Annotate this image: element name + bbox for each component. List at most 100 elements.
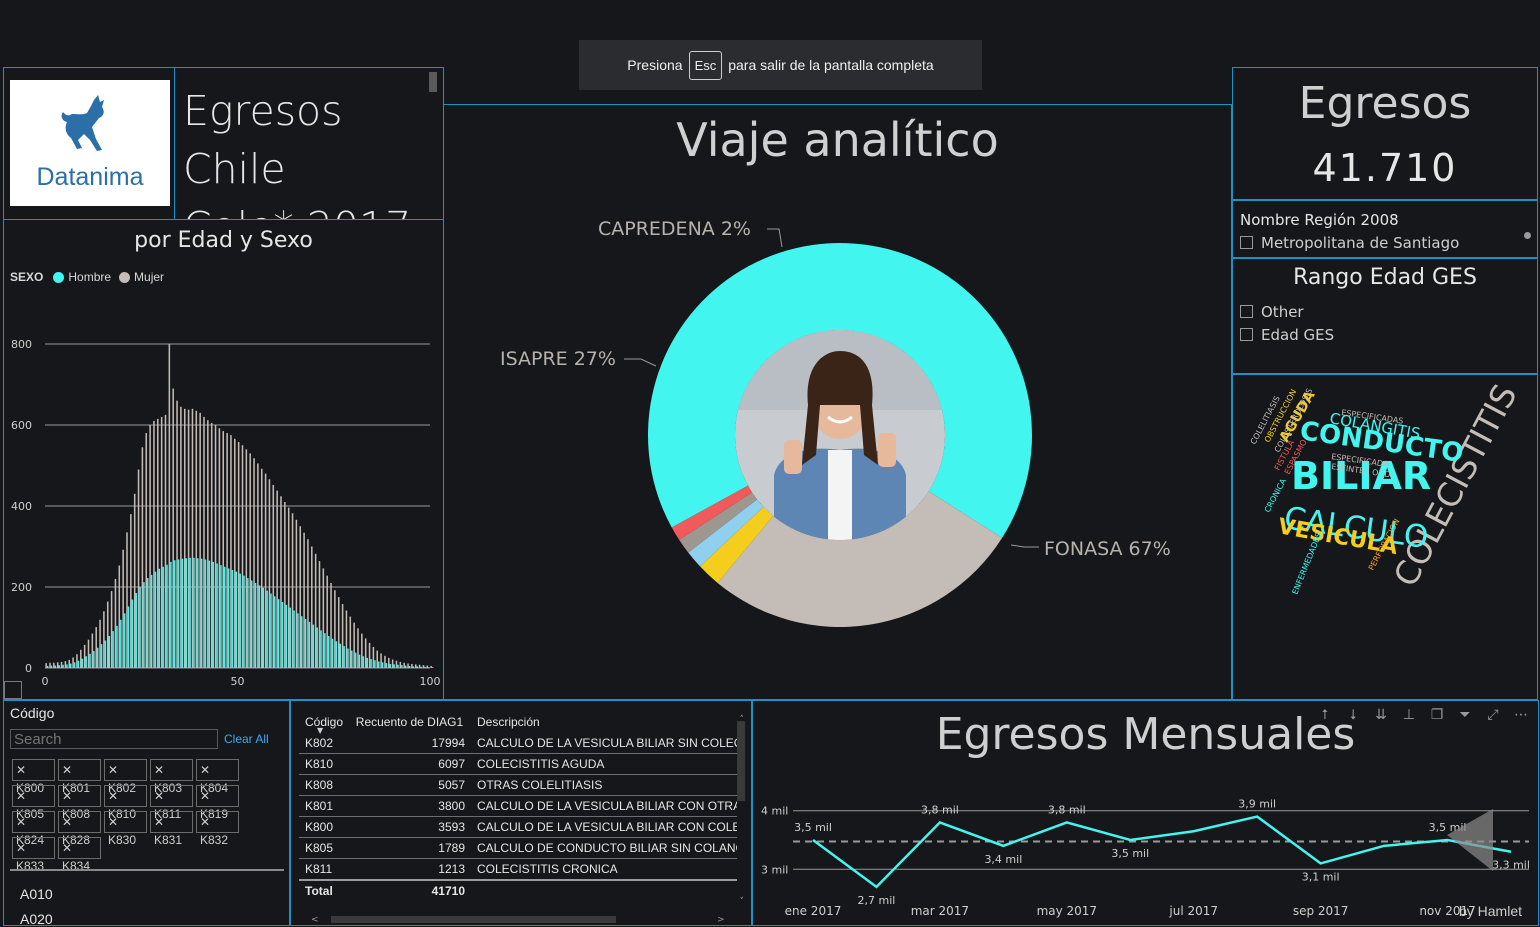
series-line[interactable] bbox=[812, 815, 1512, 889]
bar-mujer[interactable] bbox=[334, 590, 336, 668]
bar-hombre[interactable] bbox=[239, 573, 241, 668]
filter-chip[interactable]: ✕ K802 bbox=[104, 759, 147, 795]
bar-mujer[interactable] bbox=[180, 406, 182, 668]
bar-mujer[interactable] bbox=[103, 611, 105, 668]
bar-mujer[interactable] bbox=[241, 445, 244, 668]
bar-hombre[interactable] bbox=[401, 665, 403, 668]
bar-mujer[interactable] bbox=[45, 663, 47, 668]
bar-hombre[interactable] bbox=[104, 640, 107, 668]
bar-hombre[interactable] bbox=[100, 644, 103, 668]
bar-hombre[interactable] bbox=[428, 667, 430, 668]
bar-mujer[interactable] bbox=[272, 484, 275, 668]
bar-hombre[interactable] bbox=[181, 558, 184, 668]
bar-hombre[interactable] bbox=[173, 560, 176, 668]
bar-mujer[interactable] bbox=[295, 519, 298, 668]
remove-chip-icon[interactable]: ✕ bbox=[16, 815, 27, 829]
bar-hombre[interactable] bbox=[266, 590, 268, 668]
bar-hombre[interactable] bbox=[274, 596, 276, 668]
checkbox[interactable] bbox=[1240, 236, 1253, 249]
bar-mujer[interactable] bbox=[395, 660, 398, 668]
bar-hombre[interactable] bbox=[320, 630, 322, 668]
scroll-down-icon[interactable]: ˅ bbox=[739, 897, 745, 907]
bar-hombre[interactable] bbox=[235, 571, 238, 668]
bar-mujer[interactable] bbox=[164, 414, 167, 668]
bar-hombre[interactable] bbox=[327, 636, 330, 668]
bar-mujer[interactable] bbox=[418, 664, 421, 668]
bar-mujer[interactable] bbox=[99, 619, 101, 668]
bar-hombre[interactable] bbox=[58, 665, 60, 668]
bar-mujer[interactable] bbox=[245, 449, 248, 668]
bar-mujer[interactable] bbox=[191, 408, 194, 668]
filter-chip[interactable]: ✕ K800 bbox=[12, 759, 55, 795]
bar-hombre[interactable] bbox=[351, 650, 353, 668]
bar-mujer[interactable] bbox=[133, 493, 136, 668]
filter-chip[interactable]: ✕ K805 bbox=[12, 785, 55, 821]
bar-mujer[interactable] bbox=[426, 665, 429, 668]
bar-hombre[interactable] bbox=[204, 559, 207, 668]
bar-mujer[interactable] bbox=[380, 653, 382, 668]
remove-chip-icon[interactable]: ✕ bbox=[200, 789, 211, 803]
remove-chip-icon[interactable]: ✕ bbox=[154, 789, 165, 803]
filter-chip[interactable]: ✕ K834 bbox=[58, 837, 101, 873]
bar-hombre[interactable] bbox=[420, 666, 422, 668]
bar-hombre[interactable] bbox=[166, 564, 168, 668]
bar-mujer[interactable] bbox=[287, 507, 290, 668]
bar-hombre[interactable] bbox=[343, 646, 345, 668]
bar-mujer[interactable] bbox=[87, 639, 90, 668]
bar-hombre[interactable] bbox=[131, 599, 134, 668]
rango-option-other[interactable]: Other bbox=[1240, 303, 1304, 321]
bar-mujer[interactable] bbox=[353, 622, 355, 668]
bar-mujer[interactable] bbox=[280, 496, 282, 668]
bar-hombre[interactable] bbox=[96, 647, 99, 668]
bar-hombre[interactable] bbox=[293, 610, 295, 668]
bar-mujer[interactable] bbox=[118, 565, 121, 668]
bar-mujer[interactable] bbox=[72, 657, 74, 668]
bar-mujer[interactable] bbox=[372, 646, 375, 668]
list-item[interactable]: A010 bbox=[20, 886, 53, 902]
bar-mujer[interactable] bbox=[203, 416, 205, 668]
expand-next-level-icon[interactable]: ⇊ bbox=[1375, 707, 1387, 723]
bar-hombre[interactable] bbox=[297, 613, 299, 668]
bar-hombre[interactable] bbox=[189, 557, 191, 668]
bar-mujer[interactable] bbox=[399, 661, 402, 668]
bar-hombre[interactable] bbox=[150, 574, 153, 668]
bar-hombre[interactable] bbox=[378, 661, 380, 668]
bar-mujer[interactable] bbox=[157, 418, 159, 668]
scroll-right-icon[interactable]: > bbox=[717, 915, 725, 925]
bar-mujer[interactable] bbox=[76, 654, 78, 668]
bar-mujer[interactable] bbox=[60, 661, 63, 668]
bar-mujer[interactable] bbox=[195, 410, 198, 668]
bar-mujer[interactable] bbox=[361, 633, 363, 668]
bar-mujer[interactable] bbox=[80, 649, 82, 668]
bar-hombre[interactable] bbox=[224, 566, 226, 668]
bar-hombre[interactable] bbox=[397, 664, 399, 668]
table-row[interactable]: K810 6097 COLECISTITIS AGUDA bbox=[299, 753, 737, 775]
table-row[interactable]: K801 3800 CALCULO DE LA VESICULA BILIAR CO… bbox=[299, 795, 737, 817]
scroll-dot[interactable] bbox=[1524, 232, 1531, 239]
clear-all-link[interactable]: Clear All bbox=[224, 732, 269, 746]
bar-hombre[interactable] bbox=[316, 627, 318, 669]
bar-hombre[interactable] bbox=[431, 667, 434, 668]
bar-hombre[interactable] bbox=[374, 660, 376, 668]
bar-hombre[interactable] bbox=[308, 621, 311, 668]
bar-mujer[interactable] bbox=[326, 575, 328, 668]
bar-mujer[interactable] bbox=[172, 388, 174, 668]
region-option[interactable]: Metropolitana de Santiago bbox=[1240, 234, 1459, 252]
filter-chip[interactable]: ✕ K810 bbox=[104, 785, 147, 821]
scroll-left-icon[interactable]: < bbox=[311, 915, 319, 925]
bar-hombre[interactable] bbox=[158, 568, 161, 668]
bar-mujer[interactable] bbox=[311, 546, 313, 669]
bar-hombre[interactable] bbox=[185, 558, 188, 668]
legend-item-hombre[interactable]: Hombre bbox=[68, 270, 112, 284]
bar-hombre[interactable] bbox=[393, 664, 395, 668]
bar-mujer[interactable] bbox=[160, 416, 163, 668]
filter-chip[interactable]: ✕ K824 bbox=[12, 811, 55, 847]
drill-up-icon[interactable]: ⭡ bbox=[1321, 707, 1329, 723]
remove-chip-icon[interactable]: ✕ bbox=[16, 841, 27, 855]
bar-hombre[interactable] bbox=[424, 666, 426, 668]
remove-chip-icon[interactable]: ✕ bbox=[16, 763, 27, 777]
bar-mujer[interactable] bbox=[95, 627, 97, 668]
donut-slice-otro-1[interactable] bbox=[688, 499, 764, 567]
filter-chip[interactable]: ✕ K831 bbox=[150, 811, 193, 847]
bar-mujer[interactable] bbox=[303, 532, 305, 668]
